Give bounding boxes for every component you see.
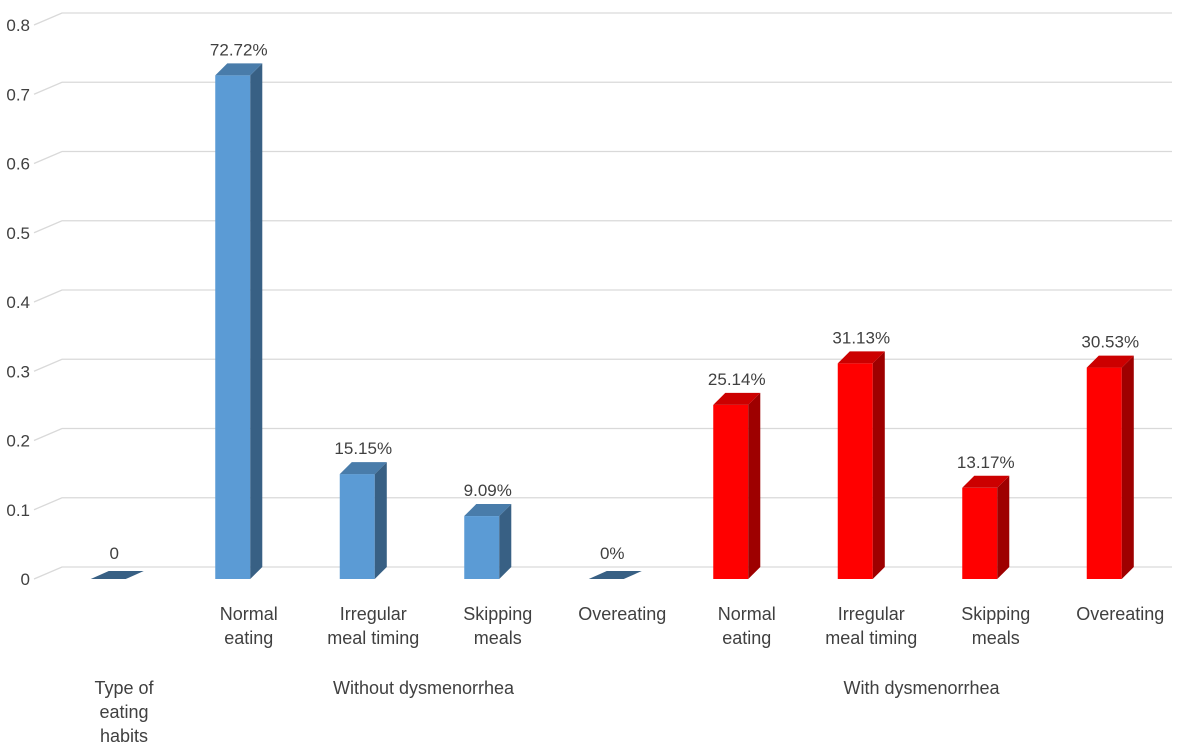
category-labels: Normal eating Irregular meal timing Skipping… xyxy=(220,604,1165,648)
bar-top xyxy=(464,504,512,517)
data-label: 15.15% xyxy=(334,439,392,458)
bar-front xyxy=(837,363,873,579)
bar-side xyxy=(748,392,761,579)
bar-top xyxy=(713,392,761,405)
gridline xyxy=(33,220,1172,234)
bar-top xyxy=(90,571,144,579)
gridline xyxy=(33,289,1172,303)
group-label: With dysmenorrhea xyxy=(843,678,1000,698)
bar-side xyxy=(1121,355,1134,579)
category-label-line: meal timing xyxy=(825,628,917,648)
y-tick-label: 0.7 xyxy=(6,85,30,104)
category-label-line: Overeating xyxy=(1076,604,1164,624)
category-label: Skipping meals xyxy=(961,604,1030,648)
bar xyxy=(713,392,761,579)
y-tick-label: 0.1 xyxy=(6,501,30,520)
category-label-line: Normal xyxy=(718,604,776,624)
bars xyxy=(90,63,1134,579)
gridline xyxy=(33,566,1172,580)
category-label-line: meal timing xyxy=(327,628,419,648)
gridline xyxy=(33,427,1172,442)
bar-front xyxy=(713,404,749,579)
group-labels: Type of eating habits Without dysmenorrhea W… xyxy=(94,678,1000,746)
category-label: Overeating xyxy=(1076,604,1164,624)
data-label: 72.72% xyxy=(210,40,268,59)
data-label: 0% xyxy=(600,544,625,563)
category-label-line: Overeating xyxy=(578,604,666,624)
category-label-line: Normal xyxy=(220,604,278,624)
y-tick-label: 0.5 xyxy=(6,224,30,243)
category-label-line: eating xyxy=(224,628,273,648)
bar-side xyxy=(872,351,885,579)
category-label-line: meals xyxy=(972,628,1020,648)
bar-side xyxy=(250,63,263,579)
category-label-line: meals xyxy=(474,628,522,648)
gridline xyxy=(33,12,1172,26)
category-label-line: Irregular xyxy=(838,604,905,624)
bar xyxy=(588,571,642,579)
x-axis-title: Type of eating habits xyxy=(94,678,154,746)
bar-front xyxy=(1086,367,1122,579)
data-label: 25.14% xyxy=(708,370,766,389)
bar-top xyxy=(837,351,885,364)
data-label: 31.13% xyxy=(832,328,890,347)
bar xyxy=(962,475,1010,579)
category-label-line: Irregular xyxy=(340,604,407,624)
category-label: Normal eating xyxy=(220,604,278,648)
bar xyxy=(339,462,387,579)
bar-front xyxy=(215,75,251,579)
data-label: 30.53% xyxy=(1081,333,1139,352)
bar xyxy=(215,63,263,579)
bar-side xyxy=(374,462,387,579)
x-axis-title-line: eating xyxy=(99,702,148,722)
bar-top xyxy=(215,63,263,76)
gridline xyxy=(33,358,1172,372)
bar-front xyxy=(962,487,998,579)
bar-top xyxy=(1086,355,1134,368)
data-label: 0 xyxy=(110,544,119,563)
gridline xyxy=(33,150,1172,165)
bar xyxy=(1086,355,1134,579)
group-label: Without dysmenorrhea xyxy=(333,678,515,698)
y-tick-label: 0.6 xyxy=(6,155,30,174)
bar-side xyxy=(499,504,512,579)
y-axis: 0 0.1 0.2 0.3 0.4 0.5 0.6 0.7 0.8 xyxy=(6,16,30,589)
data-labels: 0 72.72% 15.15% 9.09% 0% 25.14% 31.13% 13.17% 30… xyxy=(110,40,1140,563)
bar xyxy=(90,571,144,579)
category-label: Skipping meals xyxy=(463,604,532,648)
x-axis-title-line: habits xyxy=(100,726,148,746)
category-label: Irregular meal timing xyxy=(825,604,917,648)
data-label: 13.17% xyxy=(957,453,1015,472)
gridline xyxy=(33,81,1172,95)
data-label: 9.09% xyxy=(464,481,512,500)
y-tick-label: 0.3 xyxy=(6,362,30,381)
y-tick-label: 0.2 xyxy=(6,432,30,451)
gridline xyxy=(33,497,1172,511)
bar-front xyxy=(464,516,500,579)
bar xyxy=(464,504,512,579)
y-tick-label: 0.4 xyxy=(6,293,30,312)
category-label-line: Skipping xyxy=(463,604,532,624)
y-tick-label: 0 xyxy=(21,570,30,589)
category-label-line: eating xyxy=(722,628,771,648)
bar-front xyxy=(339,474,375,579)
bar xyxy=(837,351,885,579)
bar-top xyxy=(962,475,1010,488)
bar-top xyxy=(588,571,642,579)
y-tick-label: 0.8 xyxy=(6,16,30,35)
gridlines xyxy=(33,12,1172,580)
bar-side xyxy=(997,475,1010,579)
x-axis-title-line: Type of xyxy=(94,678,154,698)
category-label-line: Skipping xyxy=(961,604,1030,624)
category-label: Irregular meal timing xyxy=(327,604,419,648)
bar-top xyxy=(339,462,387,475)
category-label: Normal eating xyxy=(718,604,776,648)
category-label: Overeating xyxy=(578,604,666,624)
